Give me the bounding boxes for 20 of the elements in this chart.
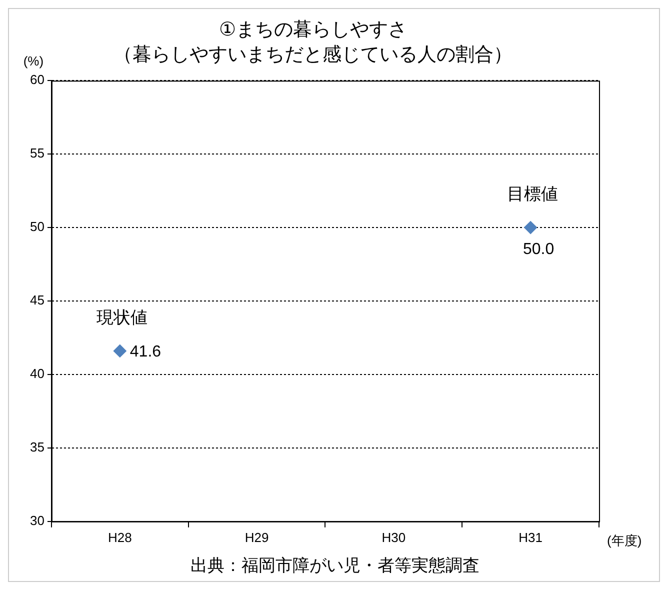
y-tick-label: 60: [30, 72, 44, 88]
x-tick-label: H29: [244, 530, 269, 545]
y-tick-label: 45: [30, 292, 44, 308]
source-note: 出典：福岡市障がい児・者等実態調査: [190, 556, 480, 576]
x-tick-label: H30: [382, 530, 406, 545]
x-axis-title: (年度): [607, 532, 642, 548]
chart-subtitle: （暮らしやすいまちだと感じている人の割合）: [114, 44, 512, 66]
y-axis-title: (%): [23, 54, 44, 69]
annotation: 目標値: [507, 184, 558, 204]
y-tick-label: 35: [30, 440, 44, 455]
data-label: 41.6: [130, 343, 162, 360]
annotation: 現状値: [96, 308, 148, 328]
x-tick-label: H28: [108, 530, 132, 545]
y-tick-label: 55: [30, 146, 44, 161]
chart-title: ①まちの暮らしやすさ: [218, 20, 408, 41]
data-label: 50.0: [522, 240, 554, 258]
x-tick-label: H31: [518, 530, 542, 545]
y-tick-label: 40: [30, 366, 44, 382]
y-tick-label: 30: [30, 512, 44, 528]
y-tick-label: 50: [30, 219, 44, 234]
